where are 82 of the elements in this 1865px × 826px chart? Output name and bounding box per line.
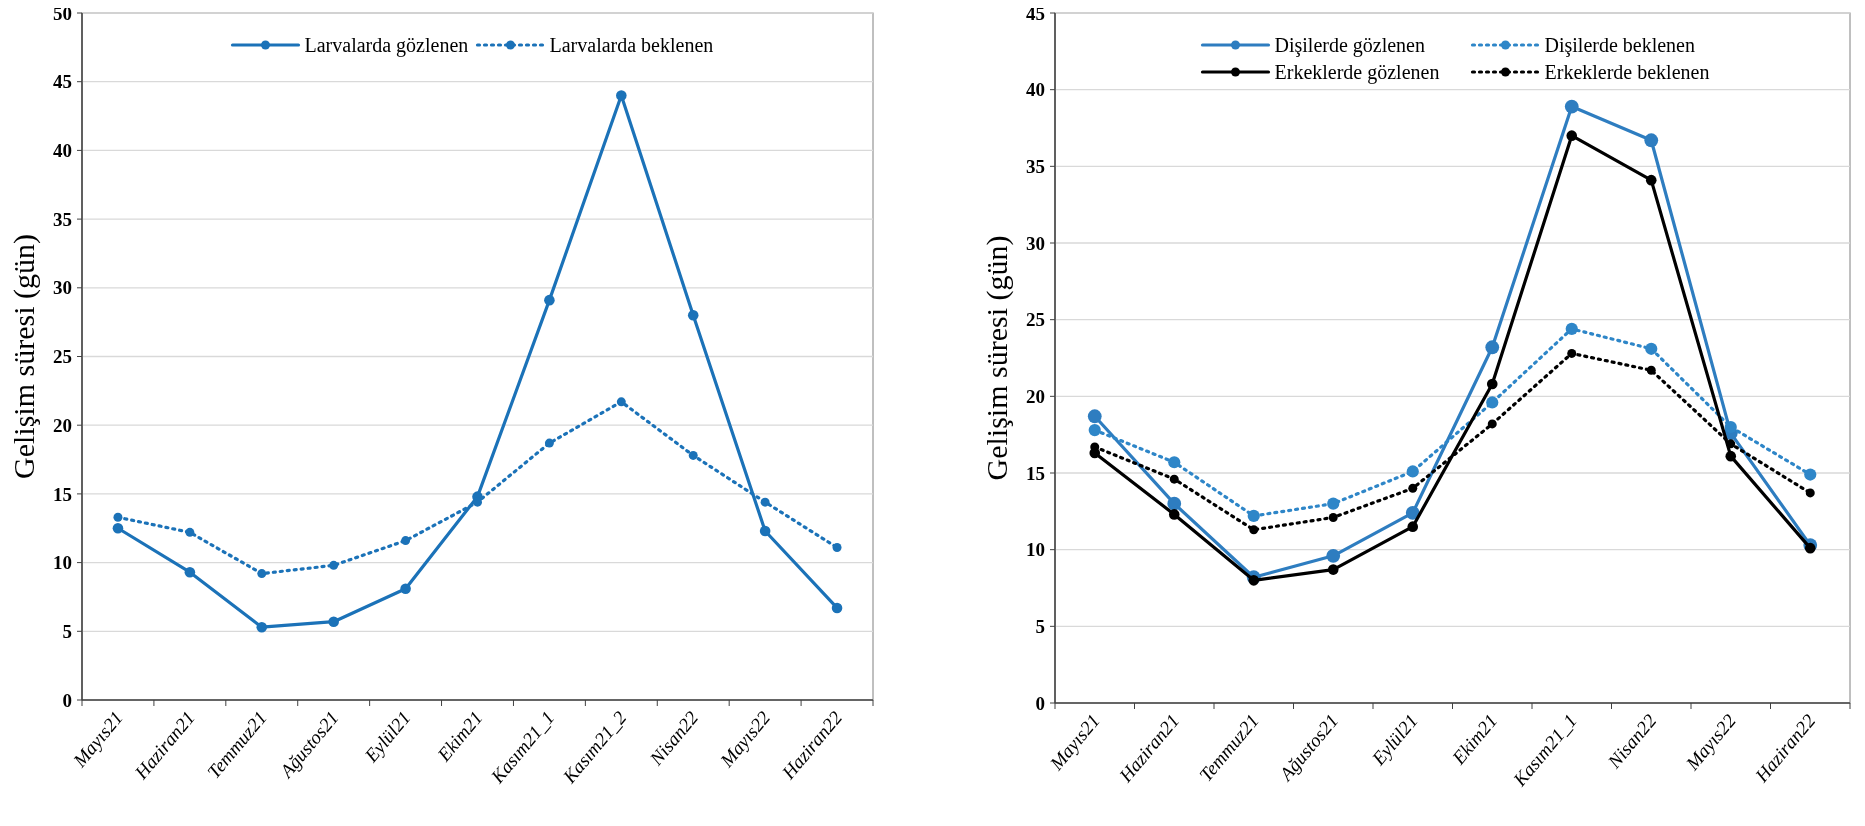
y-tick-label: 40 — [1026, 79, 1045, 101]
point — [1804, 542, 1816, 554]
point — [1566, 130, 1578, 141]
point — [1247, 509, 1260, 523]
point — [1328, 512, 1338, 522]
point — [1725, 450, 1737, 462]
y-tick-label: 45 — [53, 71, 72, 93]
point — [401, 536, 411, 546]
y-tick-label: 45 — [1026, 2, 1045, 24]
point — [1644, 133, 1659, 148]
point — [1326, 548, 1341, 563]
y-tick-label: 0 — [62, 689, 72, 711]
point — [1487, 419, 1497, 429]
point — [1249, 525, 1259, 535]
y-tick-label: 25 — [1026, 309, 1045, 331]
y-tick-label: 10 — [53, 552, 72, 574]
y-tick-label: 10 — [1026, 539, 1045, 561]
point — [544, 438, 554, 448]
legend-label: Erkeklerde beklenen — [1544, 61, 1710, 83]
y-tick-label: 20 — [53, 414, 72, 436]
point — [832, 542, 842, 552]
point — [1645, 174, 1657, 186]
point — [1087, 409, 1102, 424]
legend-label: Erkeklerde gözlenen — [1274, 61, 1440, 84]
y-tick-label: 30 — [1026, 232, 1045, 254]
point — [1724, 420, 1737, 434]
legend-label: Larvalarda beklenen — [549, 34, 714, 56]
point — [1565, 322, 1578, 335]
point — [256, 621, 268, 633]
point — [1405, 505, 1420, 520]
point — [328, 616, 339, 627]
y-axis-title: Gelişim süresi (gün) — [980, 235, 1014, 481]
point — [1327, 564, 1339, 575]
point — [760, 497, 770, 507]
y-tick-label: 15 — [1026, 462, 1045, 484]
point — [1168, 509, 1180, 520]
point — [1645, 342, 1658, 355]
point — [1486, 378, 1498, 390]
y-tick-label: 25 — [53, 346, 72, 368]
point — [544, 294, 555, 306]
point — [1406, 465, 1419, 478]
point — [1485, 340, 1500, 355]
point — [1248, 575, 1260, 586]
point — [688, 450, 698, 460]
point — [687, 309, 699, 321]
point — [400, 583, 411, 594]
point — [112, 522, 124, 534]
point — [1486, 396, 1499, 409]
point — [1407, 521, 1419, 532]
point — [1088, 423, 1101, 437]
point — [1168, 456, 1181, 469]
point — [1804, 468, 1817, 481]
point — [759, 525, 771, 537]
y-tick-label: 30 — [53, 277, 72, 299]
point — [1327, 497, 1340, 510]
y-tick-label: 5 — [1035, 615, 1045, 637]
point — [1169, 474, 1179, 484]
y-tick-label: 20 — [1026, 385, 1045, 407]
point — [185, 527, 195, 537]
legend-label: Larvalarda gözlenen — [304, 34, 469, 57]
y-axis-title: Gelişim süresi (gün) — [7, 234, 41, 479]
legend-label: Dişilerde beklenen — [1544, 34, 1695, 57]
point — [113, 512, 123, 522]
y-tick-label: 40 — [53, 140, 72, 162]
y-tick-label: 35 — [53, 208, 72, 230]
point — [184, 566, 196, 578]
point — [1567, 348, 1577, 358]
point — [329, 560, 339, 570]
y-tick-label: 35 — [1026, 155, 1045, 177]
point — [1646, 365, 1656, 375]
y-tick-label: 0 — [1035, 692, 1045, 714]
point — [616, 90, 627, 101]
point — [616, 397, 626, 407]
y-tick-label: 15 — [53, 483, 72, 505]
point — [1408, 483, 1418, 493]
y-tick-label: 5 — [62, 620, 72, 642]
point — [1564, 99, 1579, 114]
point — [831, 602, 843, 614]
point — [257, 569, 267, 579]
legend-label: Dişilerde gözlenen — [1274, 34, 1425, 57]
point — [1805, 488, 1815, 498]
point — [1167, 496, 1182, 511]
